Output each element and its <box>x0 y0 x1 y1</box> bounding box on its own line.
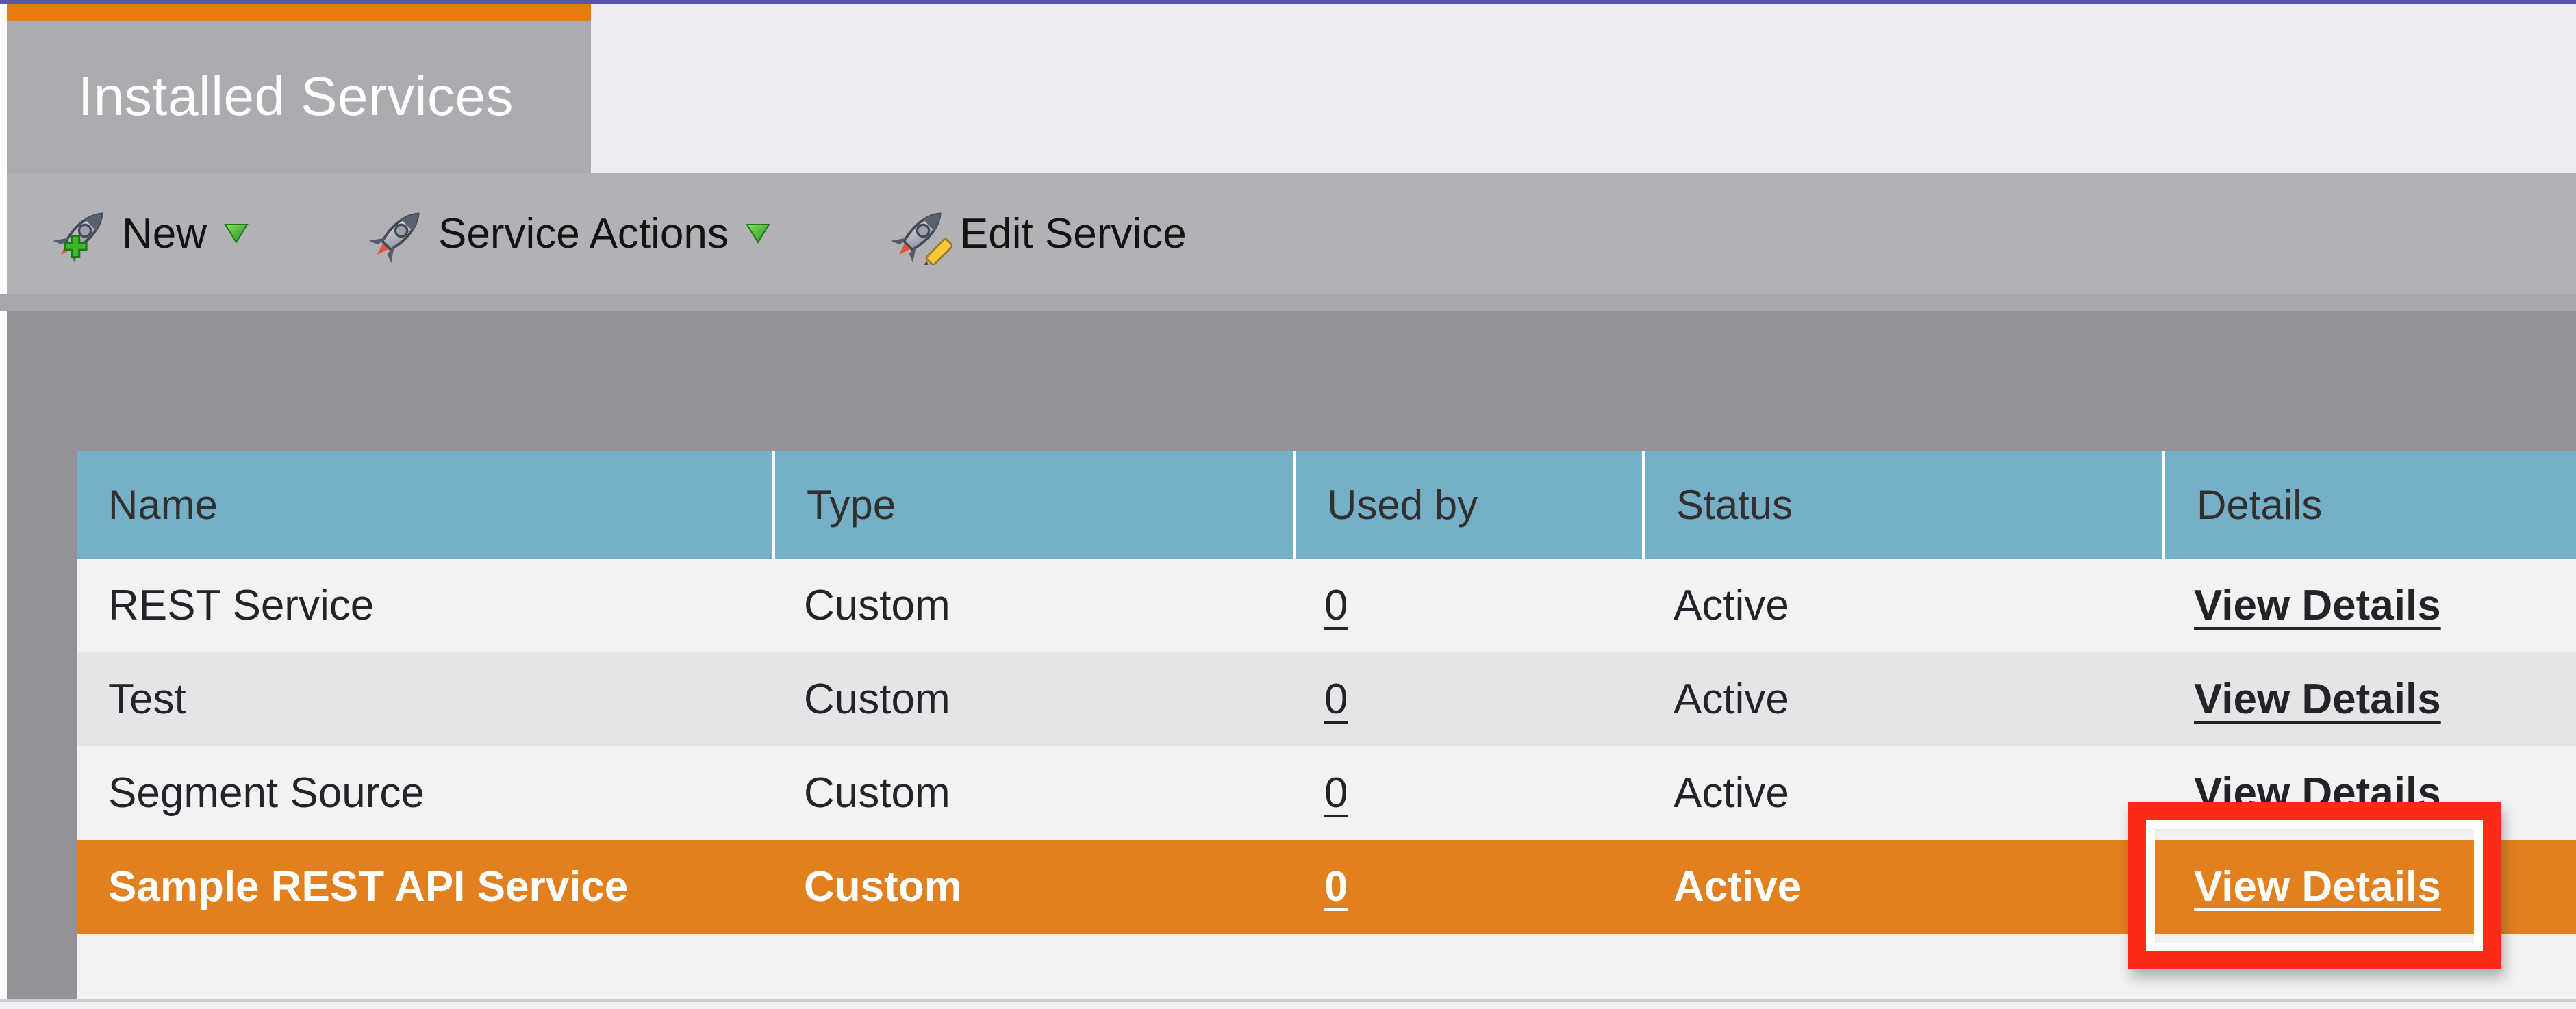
cell-status: Active <box>1674 769 1789 817</box>
installed-services-table: Name Type Used by Status Details REST Se… <box>77 451 2576 999</box>
view-details-link[interactable]: View Details <box>2194 676 2441 723</box>
cell-used-by: 0 <box>1293 746 1642 840</box>
cell-details: View Details <box>2162 652 2576 746</box>
column-header-name: Name <box>108 482 218 528</box>
table-empty-area <box>77 934 2576 999</box>
tab-accent-bar <box>7 4 591 21</box>
bottom-edge-line <box>0 999 2576 1002</box>
edit-service-button[interactable]: Edit Service <box>889 202 1187 265</box>
table-header-row: Name Type Used by Status Details <box>77 451 2576 559</box>
cell-status: Active <box>1674 582 1789 629</box>
left-window-edge <box>0 4 7 999</box>
cell-service-type: Custom <box>804 676 950 723</box>
new-button[interactable]: New <box>51 202 249 265</box>
table-row[interactable]: REST Service Custom 0 Active View Detail… <box>77 559 2576 652</box>
cell-used-by: 0 <box>1293 840 1642 934</box>
cell-details: View Details <box>2162 840 2576 934</box>
view-details-link[interactable]: View Details <box>2194 769 2441 817</box>
cell-service-type: Custom <box>804 863 962 910</box>
cell-status: Active <box>1674 676 1789 723</box>
tab-strip-background <box>591 4 2576 173</box>
table-body: REST Service Custom 0 Active View Detail… <box>77 559 2576 934</box>
cell-service-name: Test <box>108 676 186 723</box>
dropdown-caret-icon <box>223 223 249 244</box>
cell-used-by: 0 <box>1293 652 1642 746</box>
top-accent-bar <box>0 0 2576 4</box>
column-header-type: Type <box>772 451 1293 559</box>
cell-service-name: REST Service <box>108 582 375 629</box>
cell-details: View Details <box>2162 746 2576 840</box>
view-details-link[interactable]: View Details <box>2194 863 2441 910</box>
cell-service-type: Custom <box>804 582 950 629</box>
column-header-details: Details <box>2162 451 2576 559</box>
cell-details: View Details <box>2162 559 2576 652</box>
bottom-edge <box>0 1002 2576 1009</box>
rocket-icon <box>367 202 430 265</box>
cell-service-name: Sample REST API Service <box>108 863 629 910</box>
view-details-link[interactable]: View Details <box>2194 582 2441 629</box>
tab-installed-services[interactable]: Installed Services <box>7 4 591 173</box>
service-actions-button-label: Service Actions <box>438 209 729 257</box>
rocket-edit-icon <box>889 202 952 265</box>
column-header-used-by: Used by <box>1293 451 1642 559</box>
cell-service-type: Custom <box>804 769 950 817</box>
column-header-status: Status <box>1642 451 2162 559</box>
table-row[interactable]: Sample REST API Service Custom 0 Active … <box>77 840 2576 934</box>
table-row[interactable]: Test Custom 0 Active View Details <box>77 652 2576 746</box>
rocket-add-icon <box>51 202 114 265</box>
used-by-link[interactable]: 0 <box>1324 863 1348 910</box>
toolbar: New <box>7 173 2576 294</box>
used-by-link[interactable]: 0 <box>1324 769 1348 817</box>
dropdown-caret-icon <box>745 223 771 244</box>
toolbar-separator <box>0 294 2576 311</box>
cell-used-by: 0 <box>1293 559 1642 652</box>
service-actions-button[interactable]: Service Actions <box>367 202 771 265</box>
edit-service-button-label: Edit Service <box>959 209 1187 257</box>
table-row[interactable]: Segment Source Custom 0 Active View Deta… <box>77 746 2576 840</box>
used-by-link[interactable]: 0 <box>1324 676 1348 723</box>
cell-service-name: Segment Source <box>108 769 425 817</box>
used-by-link[interactable]: 0 <box>1324 582 1348 629</box>
new-button-label: New <box>122 209 207 257</box>
page-title: Installed Services <box>78 66 514 127</box>
cell-status: Active <box>1674 863 1802 910</box>
